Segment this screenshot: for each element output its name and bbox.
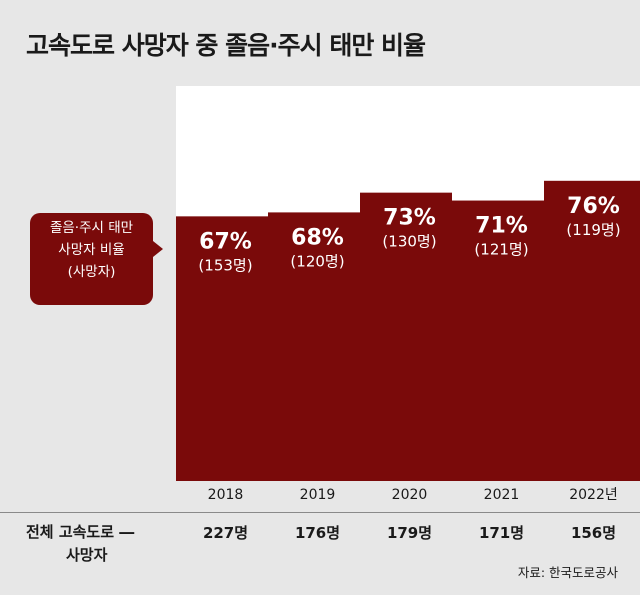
bar (268, 212, 367, 481)
x-tick-label: 2018 (208, 487, 244, 503)
bar (176, 216, 275, 481)
percent-label: 73% (383, 206, 436, 231)
total-deaths-value: 179명 (387, 524, 432, 542)
total-deaths-value: 156명 (571, 524, 616, 542)
count-label: (153명) (198, 256, 252, 274)
callout-line-3: (사망자) (67, 264, 116, 280)
count-label: (119명) (566, 221, 620, 239)
percent-label: 71% (475, 214, 528, 239)
percent-label: 67% (199, 229, 252, 254)
divider (0, 512, 640, 513)
bar (544, 180, 640, 482)
percent-label: 68% (291, 225, 344, 250)
bar (452, 200, 551, 482)
callout-box: 졸음·주시 태만 사망자 비율 (사망자) (30, 213, 163, 305)
total-label-line-1: 전체 고속도로 ― (26, 523, 135, 541)
bar (360, 192, 459, 481)
x-tick-label: 2022년 (569, 487, 618, 503)
count-label: (130명) (382, 233, 436, 251)
total-deaths-value: 171명 (479, 524, 524, 542)
source-note: 자료: 한국도로공사 (517, 565, 618, 580)
x-tick-label: 2020 (392, 487, 428, 503)
percent-label: 76% (567, 194, 620, 219)
total-deaths-value: 176명 (295, 524, 340, 542)
count-label: (121명) (474, 241, 528, 259)
total-label-line-2: 사망자 (66, 546, 108, 564)
x-tick-label: 2019 (300, 487, 336, 503)
count-label: (120명) (290, 252, 344, 270)
callout-line-1: 졸음·주시 태만 (49, 220, 134, 236)
total-deaths-value: 227명 (203, 524, 248, 542)
x-tick-label: 2021 (484, 487, 520, 503)
callout-line-2: 사망자 비율 (58, 242, 125, 258)
page-title: 고속도로 사망자 중 졸음·주시 태만 비율 (26, 31, 426, 60)
total-deaths-label: 전체 고속도로 ― 사망자 (26, 521, 134, 567)
